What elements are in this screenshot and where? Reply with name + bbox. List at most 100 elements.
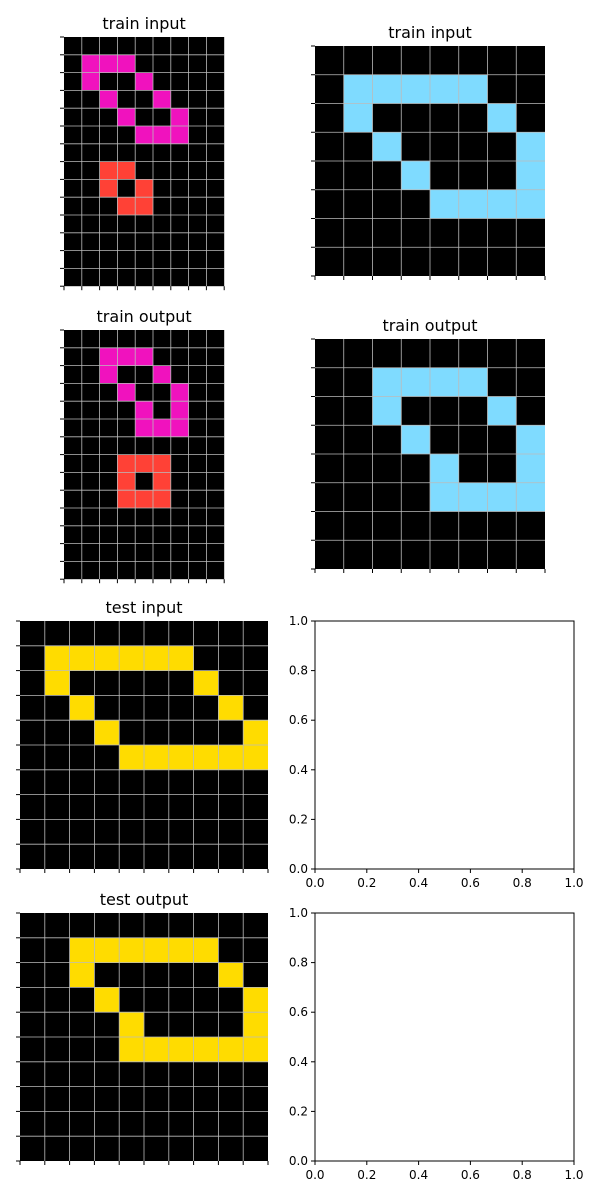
y-tick-label: 0.0 <box>289 862 308 876</box>
axes-frame <box>314 620 575 870</box>
grid-cell <box>44 621 70 646</box>
grid-cell <box>170 419 189 437</box>
grid-cell <box>153 250 171 269</box>
grid-cell <box>516 161 545 190</box>
grid-cell <box>218 720 244 745</box>
y-tick-label: 1.0 <box>289 906 308 920</box>
grid-cell <box>243 937 268 963</box>
grid-cell <box>44 720 70 745</box>
grid-cell <box>153 383 171 402</box>
grid-cell <box>430 454 459 483</box>
grid-cell <box>315 540 344 569</box>
grid-cell <box>487 540 517 569</box>
grid-cell <box>430 218 459 248</box>
grid-cell <box>153 126 171 144</box>
tick-marks <box>311 45 546 280</box>
grid-cell <box>135 215 153 233</box>
grid-cell <box>44 769 70 795</box>
grid-cell <box>487 247 517 276</box>
grid-cell <box>206 490 225 508</box>
grid-cell <box>117 72 136 91</box>
grid-cell <box>243 720 268 745</box>
grid-cell <box>117 365 136 384</box>
grid-cell <box>193 1111 219 1137</box>
grid-cell <box>430 425 459 454</box>
grid-cell <box>135 561 153 580</box>
grid-cell <box>170 37 189 55</box>
grid-cell <box>64 365 82 384</box>
grid-cell <box>188 330 207 348</box>
grid-cell <box>430 74 459 104</box>
grid-cell <box>401 425 430 454</box>
grid-cell <box>188 525 207 544</box>
grid-cell <box>188 472 207 491</box>
tick-marks <box>16 912 269 1165</box>
grid-cell <box>372 425 402 454</box>
grid-cell <box>94 769 120 795</box>
grid-cell <box>315 247 344 276</box>
grid-cell <box>81 268 100 287</box>
grid-cell <box>206 250 225 269</box>
grid-cell <box>188 126 207 144</box>
grid-cell <box>69 745 95 770</box>
grid-cell <box>94 1061 120 1087</box>
grid-cell <box>144 913 169 938</box>
grid-cell <box>117 419 136 437</box>
grid-cell <box>81 525 100 544</box>
grid-cell <box>135 383 153 402</box>
grid-cell <box>153 490 171 508</box>
grid-cell <box>401 367 430 397</box>
grid-cell <box>430 482 459 512</box>
grid-cell <box>206 232 225 251</box>
grid-cell <box>188 543 207 562</box>
grid-cell <box>81 197 100 215</box>
grid-cell <box>430 103 459 133</box>
grid-cell <box>44 645 70 671</box>
grid-cell <box>188 54 207 73</box>
grid-cell <box>99 161 118 180</box>
grid-cell <box>168 621 194 646</box>
grid-cell <box>315 161 344 190</box>
grid-cell <box>170 143 189 162</box>
grid-cell <box>168 1061 194 1087</box>
grid-cell <box>119 794 144 820</box>
grid-cell <box>94 987 120 1013</box>
grid-cell <box>94 720 120 745</box>
grid-cell <box>516 132 545 161</box>
grid-cell <box>117 454 136 473</box>
grid-cell <box>69 962 95 988</box>
grid-cell <box>343 103 373 133</box>
grid-cell <box>20 670 45 696</box>
grid-cell <box>119 962 144 988</box>
grid-cell <box>315 46 344 75</box>
grid-cell <box>193 987 219 1013</box>
grid-cell <box>343 367 373 397</box>
grid-cell <box>218 1012 244 1037</box>
grid-cell <box>168 962 194 988</box>
grid-cell <box>117 126 136 144</box>
grid-cell <box>153 268 171 287</box>
grid-cell <box>99 126 118 144</box>
grid-cell <box>135 54 153 73</box>
grid-cell <box>206 383 225 402</box>
grid-cell <box>193 745 219 770</box>
grid-cell <box>243 1061 268 1087</box>
grid-cell <box>188 436 207 455</box>
grid-cell <box>458 482 488 512</box>
grid-cell <box>487 511 517 541</box>
grid-cell <box>372 482 402 512</box>
grid-cell <box>218 1037 244 1062</box>
grid-cell <box>20 794 45 820</box>
grid-cell <box>119 695 144 721</box>
grid-cell <box>188 454 207 473</box>
grid-cell <box>188 383 207 402</box>
grid-cell <box>94 913 120 938</box>
grid-cell <box>117 232 136 251</box>
grid-cell <box>69 1012 95 1037</box>
panel-title: train output <box>97 307 192 326</box>
grid-cell <box>372 218 402 248</box>
grid-cell <box>193 819 219 845</box>
grid-cell <box>119 1086 144 1112</box>
grid-cell <box>188 37 207 55</box>
grid-cell <box>99 365 118 384</box>
